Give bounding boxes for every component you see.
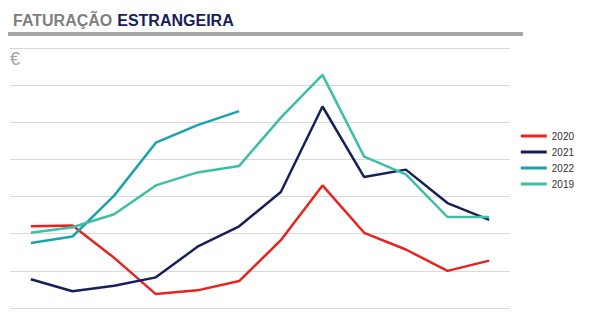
svg-text:2021: 2021 bbox=[552, 147, 575, 158]
svg-text:2022: 2022 bbox=[552, 163, 575, 174]
svg-text:ESTRANGEIRA: ESTRANGEIRA bbox=[117, 12, 234, 29]
svg-text:2019: 2019 bbox=[552, 179, 575, 190]
svg-text:€: € bbox=[10, 49, 20, 69]
svg-text:FATURAÇÃO: FATURAÇÃO bbox=[13, 10, 112, 29]
svg-text:2020: 2020 bbox=[552, 131, 575, 142]
